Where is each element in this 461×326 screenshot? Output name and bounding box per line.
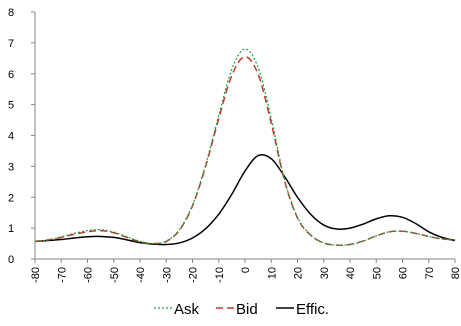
y-tick-label: 8 (8, 7, 14, 19)
x-tick-label: -20 (188, 267, 200, 283)
y-tick-label: 5 (8, 100, 14, 112)
y-tick-label: 1 (8, 223, 14, 235)
series-line-effic (34, 153, 456, 246)
legend-label: Ask (174, 301, 200, 318)
x-tick-label: -10 (214, 267, 226, 283)
x-tick-label: -40 (135, 267, 147, 283)
series-lines (34, 48, 456, 246)
x-tick-label: -30 (161, 267, 173, 283)
x-tick-label: 80 (450, 267, 461, 279)
x-tick-label: 40 (345, 267, 357, 279)
x-tick-label: -70 (56, 267, 68, 283)
x-tick-label: 70 (424, 267, 436, 279)
x-tick-label: -50 (109, 267, 121, 283)
x-tick-label: 50 (371, 267, 383, 279)
y-tick-label: 2 (8, 192, 14, 204)
legend-label: Effic. (296, 301, 329, 318)
legend: Ask Bid Effic. (154, 301, 329, 318)
y-tick-label: 4 (8, 131, 14, 143)
y-tick-label: 7 (8, 38, 14, 50)
x-tick-label: 60 (398, 267, 410, 279)
axes: 0 1 2 3 4 5 6 7 8 -80 -70 -60 -50 -40 -30 -20 -10 0 10 20 30… (8, 7, 461, 283)
series-line-bid (34, 56, 456, 246)
x-tick-label: 10 (266, 267, 278, 279)
y-tick-label: 6 (8, 69, 14, 81)
x-tick-label: -60 (83, 267, 95, 283)
y-tick-label: 0 (8, 254, 14, 266)
x-tick-label: 20 (293, 267, 305, 279)
x-tick-label: -80 (30, 267, 42, 283)
y-tick-label: 3 (8, 161, 14, 173)
legend-label: Bid (236, 301, 258, 318)
x-tick-label: 30 (319, 267, 331, 279)
x-tick-label: 0 (240, 267, 252, 273)
